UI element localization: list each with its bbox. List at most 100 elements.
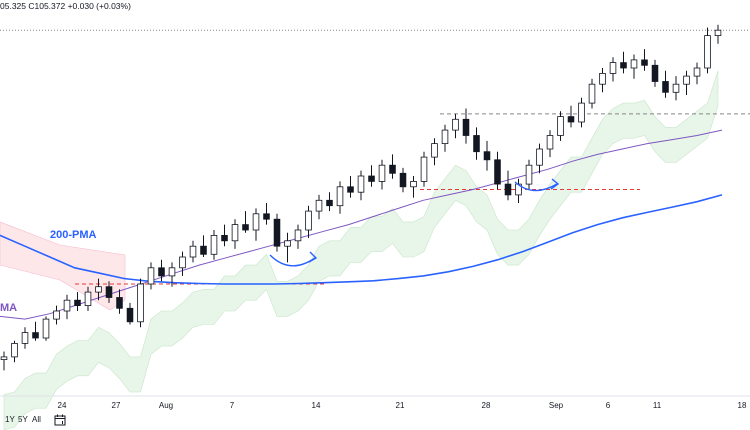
candle-body (126, 307, 134, 323)
candle-body (158, 267, 165, 277)
candle-body (294, 229, 302, 242)
candle-body (53, 310, 60, 320)
range-5y-button[interactable]: 5Y (18, 415, 28, 424)
candle-body (641, 59, 648, 66)
candle-body (420, 156, 428, 182)
candle-body (630, 59, 638, 69)
candle-body (242, 224, 249, 231)
x-tick-label: Aug (159, 401, 173, 410)
candle-body (683, 75, 690, 85)
candle-body (546, 135, 554, 150)
x-tick-label: 7 (230, 401, 235, 410)
x-tick-label: 11 (653, 401, 662, 410)
candle-body (567, 116, 575, 123)
candle-body (599, 73, 606, 85)
candle-body (525, 164, 533, 185)
ohlc-readout: 05.325 C105.372 +0.030 (+0.03%) (0, 1, 131, 11)
candle-body (63, 299, 71, 312)
candle-body (357, 175, 365, 193)
candle-body (74, 299, 81, 307)
annotations: 200-PMA MA (0, 178, 560, 314)
ichimoku-cloud (0, 70, 719, 430)
candle-body (504, 183, 512, 196)
x-tick-label: 24 (58, 401, 67, 410)
candle-body (662, 81, 669, 93)
x-tick-label: 28 (482, 401, 491, 410)
horizontal-levels (0, 29, 750, 285)
candle-body (336, 186, 344, 207)
candle-body (714, 29, 722, 37)
candle-body (305, 210, 312, 231)
candle-body (116, 297, 123, 309)
candle-body (95, 286, 102, 293)
candle-body (483, 151, 491, 161)
x-tick-label: 14 (312, 401, 321, 410)
range-1y-button[interactable]: 1Y (5, 415, 15, 424)
candle-body (378, 164, 386, 182)
candle-body (273, 218, 281, 247)
candle-body (0, 356, 8, 360)
range-all-button[interactable]: All (32, 415, 41, 424)
candle-body (693, 67, 701, 77)
candle-body (672, 83, 680, 93)
candle-body (105, 286, 113, 298)
candle-body (431, 143, 438, 158)
candle-body (326, 199, 333, 207)
candle-body (42, 318, 50, 339)
x-tick-label: Sep (549, 401, 564, 410)
candle-body (32, 332, 39, 339)
curved-arrow-icon (514, 181, 558, 192)
candle-body (221, 234, 228, 242)
candle-body (168, 267, 176, 277)
candle-body (210, 234, 218, 255)
time-axis-ticks: 24 27 Aug 7 14 21 28 Sep 6 11 18 (58, 401, 747, 410)
candle-body (347, 186, 354, 193)
ma-line-50 (0, 129, 723, 320)
candle-body (557, 116, 564, 136)
x-tick-label: 6 (606, 401, 611, 410)
candle-body (137, 283, 144, 323)
candle-body (441, 129, 449, 145)
arrow-head-icon (308, 251, 318, 263)
candle-body (200, 245, 207, 255)
range-toolbar: 1Y 5Y All (0, 412, 750, 430)
cloud-band (3, 70, 719, 430)
arrow-head-icon (550, 178, 560, 190)
candle-body (315, 199, 323, 212)
candle-body (462, 118, 470, 136)
x-tick-label: 18 (738, 401, 747, 410)
candle-body (410, 180, 417, 188)
curved-arrow-icon (269, 254, 316, 267)
moving-averages (0, 129, 723, 320)
candle-body (189, 245, 197, 258)
annotation-ma: MA (0, 302, 17, 314)
candle-body (179, 256, 186, 269)
candles (0, 24, 722, 371)
candle-body (494, 159, 501, 185)
calendar-icon[interactable] (54, 414, 66, 426)
candle-body (704, 35, 711, 69)
candle-body (389, 164, 396, 174)
candle-body (263, 213, 270, 220)
candle-body (609, 62, 617, 74)
candle-body (368, 175, 375, 182)
annotation-200pma: 200-PMA (50, 229, 97, 241)
candle-body (620, 62, 627, 69)
candle-body (588, 83, 596, 104)
candle-body (84, 291, 92, 307)
x-tick-label: 21 (396, 401, 405, 410)
candle-body (473, 135, 480, 153)
candle-body (452, 118, 459, 131)
candle-body (578, 102, 585, 123)
candle-body (651, 64, 659, 82)
candle-body (21, 332, 29, 344)
ma-line-200 (0, 194, 723, 285)
x-tick-label: 27 (112, 401, 121, 410)
candle-body (231, 224, 239, 242)
candle-body (284, 240, 291, 247)
candle-body (11, 342, 18, 358)
candle-body (399, 172, 407, 188)
candle-body (147, 267, 155, 285)
candle-body (536, 148, 543, 166)
